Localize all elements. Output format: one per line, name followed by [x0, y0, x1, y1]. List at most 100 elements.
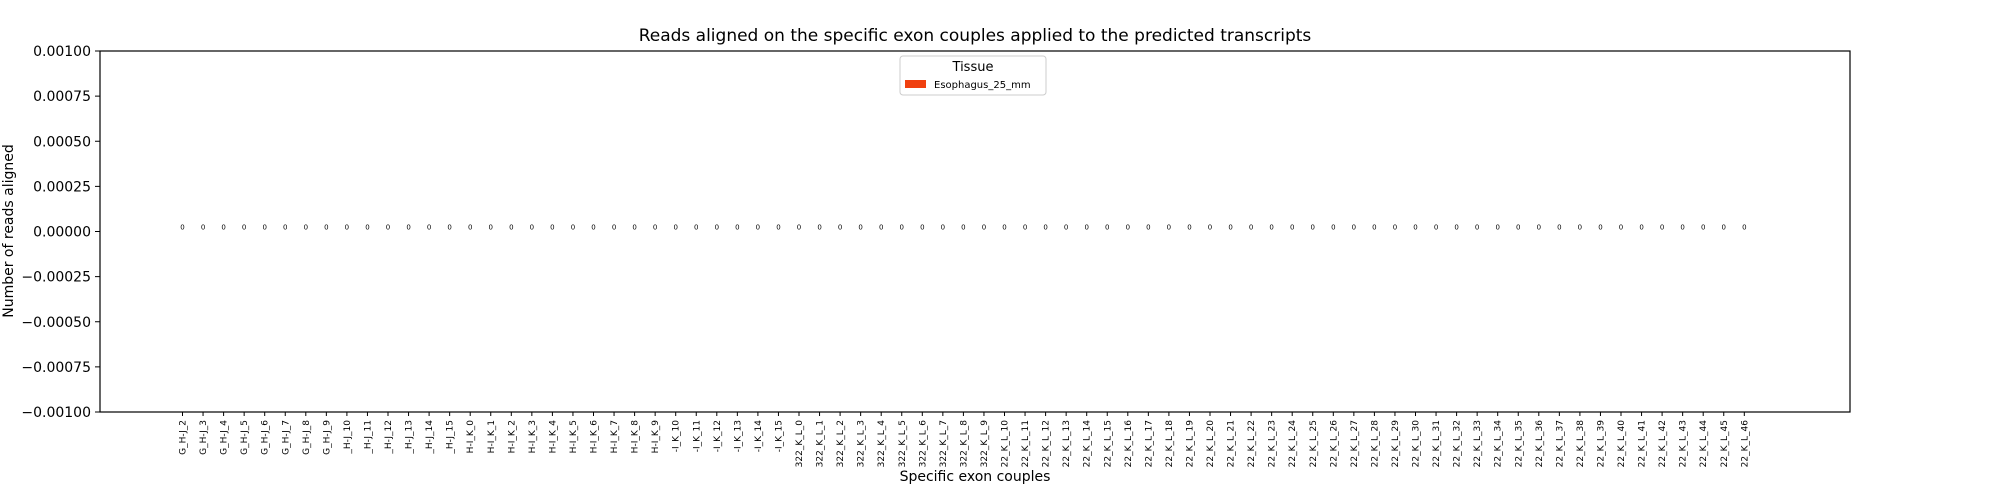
x-tick-label: 22_K_L_16: [1124, 420, 1134, 468]
x-tick-label: 22_K_L_25: [1309, 420, 1319, 467]
x-tick-label: 22_K_L_30: [1412, 420, 1422, 468]
bar-value-label: 0: [1722, 224, 1726, 232]
y-tick-label: −0.00075: [21, 360, 91, 376]
x-tick-label: 22_K_L_10: [1001, 420, 1011, 468]
x-tick-label: H-I_K_2: [507, 420, 517, 453]
x-tick-label: 322_K_L_9: [980, 420, 990, 468]
bar-value-label: 0: [550, 224, 554, 232]
bar-value-label: 0: [509, 224, 513, 232]
x-tick-label: H-I_K_8: [631, 420, 641, 454]
y-tick-label: 0.00025: [33, 179, 91, 195]
y-axis-ticks: 0.00100 0.00075 0.00050 0.00025 0.00000 −0.00…: [21, 44, 100, 421]
x-tick-label: H-I_K_5: [569, 420, 579, 453]
bar-value-label: 0: [1126, 224, 1130, 232]
x-tick-label: 22_K_L_14: [1083, 420, 1093, 468]
x-tick-label: 22_K_L_42: [1658, 420, 1668, 467]
x-tick-label: 22_K_L_24: [1288, 420, 1298, 468]
bar-value-label: 0: [324, 224, 328, 232]
x-tick-label: 322_K_L_8: [959, 420, 969, 468]
x-tick-label: 22_K_L_41: [1638, 420, 1648, 467]
x-tick-label: 322_K_L_5: [898, 420, 908, 467]
bar-value-label: 0: [427, 224, 431, 232]
y-tick-label: −0.00050: [21, 315, 91, 331]
bar-value-label: 0: [571, 224, 575, 232]
x-tick-label: H-I_K_7: [610, 420, 620, 453]
x-tick-label: 22_K_L_44: [1699, 420, 1709, 468]
x-tick-label: G_H-J_8: [302, 420, 312, 455]
bar-value-label: 0: [530, 224, 534, 232]
x-tick-label: 322_K_L_3: [857, 420, 867, 467]
x-tick-label: 22_K_L_17: [1144, 420, 1154, 467]
x-tick-label: _H-J_11: [363, 420, 373, 455]
bar-value-label: 0: [1084, 224, 1088, 232]
x-tick-label: 22_K_L_35: [1514, 420, 1524, 467]
x-tick-label: 22_K_L_18: [1165, 420, 1175, 468]
bar-value-label: 0: [1331, 224, 1335, 232]
x-tick-label: 22_K_L_33: [1473, 420, 1483, 467]
bar-value-label: 0: [1393, 224, 1397, 232]
x-tick-label: 22_K_L_38: [1576, 420, 1586, 468]
bar-value-label: 0: [1023, 224, 1027, 232]
bar-value-label: 0: [262, 224, 266, 232]
bar-value-label: 0: [468, 224, 472, 232]
bar-value-label: 0: [653, 224, 657, 232]
x-tick-label: 22_K_L_19: [1185, 420, 1195, 468]
y-axis-label: Number of reads aligned: [1, 144, 17, 318]
x-tick-label: 22_K_L_36: [1535, 420, 1545, 468]
x-tick-label: G_H-J_6: [261, 420, 271, 455]
y-tick-label: −0.00100: [21, 405, 91, 421]
bar-value-label: 0: [201, 224, 205, 232]
bar-value-label: 0: [1269, 224, 1273, 232]
x-tick-label: 22_K_L_23: [1268, 420, 1278, 467]
bar-value-label: 0: [1639, 224, 1643, 232]
x-tick-label: _H-J_10: [343, 420, 353, 455]
x-tick-label: G_H-J_3: [199, 420, 209, 455]
bar-value-label: 0: [591, 224, 595, 232]
bar-value-label: 0: [1660, 224, 1664, 232]
bar-value-label: 0: [180, 224, 184, 232]
x-tick-label: 22_K_L_21: [1227, 420, 1237, 467]
bar-value-label: 0: [1701, 224, 1705, 232]
x-tick-label: _H-J_13: [405, 420, 415, 455]
data-labels: 0 0 0 0 0 0 0 0 0 0 0 0 0 0 0 0 0 0 0 0 0 0 0 0 0 0 0 0 0 0 0 0 0 0 0 0 0 0 0 0…: [180, 224, 1746, 232]
x-tick-label: 22_K_L_40: [1617, 420, 1627, 468]
x-tick-label: _H-J_15: [446, 420, 456, 455]
bar-value-label: 0: [612, 224, 616, 232]
legend: Tissue Esophagus_25_mm: [899, 55, 1047, 96]
bar-value-label: 0: [1434, 224, 1438, 232]
bar-value-label: 0: [406, 224, 410, 232]
x-tick-label: 22_K_L_15: [1103, 420, 1113, 467]
x-tick-label: -I_K_14: [754, 420, 764, 453]
x-tick-label: 322_K_L_4: [877, 420, 887, 468]
bar-value-label: 0: [1619, 224, 1623, 232]
x-tick-label: 22_K_L_22: [1247, 420, 1257, 467]
x-tick-label: G_H-J_4: [220, 420, 230, 455]
bar-value-label: 0: [879, 224, 883, 232]
bar-value-label: 0: [1578, 224, 1582, 232]
y-tick-label: 0.00050: [33, 134, 91, 150]
bar-value-label: 0: [1372, 224, 1376, 232]
x-tick-label: G_H-J_2: [179, 420, 189, 455]
y-tick-label: 0.00075: [33, 89, 91, 105]
bar-value-label: 0: [1146, 224, 1150, 232]
bar-value-label: 0: [941, 224, 945, 232]
bar-value-label: 0: [1742, 224, 1746, 232]
legend-title: Tissue: [952, 60, 994, 75]
x-tick-label: 22_K_L_34: [1494, 420, 1504, 468]
x-tick-label: 22_K_L_20: [1206, 420, 1216, 468]
x-tick-label: 22_K_L_43: [1679, 420, 1689, 467]
bar-value-label: 0: [982, 224, 986, 232]
x-tick-label: G_H-J_9: [322, 420, 332, 455]
x-tick-label: G_H-J_5: [240, 420, 250, 455]
x-tick-label: 22_K_L_39: [1596, 420, 1606, 468]
bar-value-label: 0: [632, 224, 636, 232]
bar-value-label: 0: [304, 224, 308, 232]
x-tick-label: -I_K_15: [774, 420, 784, 452]
x-axis-label: Specific exon couples: [900, 469, 1051, 485]
x-tick-label: 22_K_L_37: [1555, 420, 1565, 467]
bar-value-label: 0: [1516, 224, 1520, 232]
bar-value-label: 0: [1187, 224, 1191, 232]
bar-value-label: 0: [1311, 224, 1315, 232]
x-tick-label: _H-J_12: [384, 420, 394, 455]
